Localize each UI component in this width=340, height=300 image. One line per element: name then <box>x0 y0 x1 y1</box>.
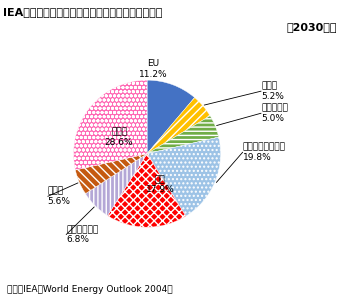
Text: EU
11.2%: EU 11.2% <box>139 59 167 79</box>
Text: 資料：IEA「World Energy Outlook 2004」: 資料：IEA「World Energy Outlook 2004」 <box>7 285 172 294</box>
Text: IEAによる将来の地域別二酸化炭素排出量割合予測: IEAによる将来の地域別二酸化炭素排出量割合予測 <box>3 8 163 17</box>
Wedge shape <box>147 80 194 154</box>
Text: インド
5.6%: インド 5.6% <box>48 187 71 206</box>
Text: 東南アジア等
6.8%: 東南アジア等 6.8% <box>66 225 98 244</box>
Text: （2030年）: （2030年） <box>286 22 337 32</box>
Wedge shape <box>73 80 147 170</box>
Wedge shape <box>147 116 219 154</box>
Wedge shape <box>147 98 210 154</box>
Text: 中国
17.9%: 中国 17.9% <box>146 175 175 194</box>
Wedge shape <box>85 154 147 216</box>
Text: アメリカ・カナダ
19.8%: アメリカ・カナダ 19.8% <box>243 142 286 162</box>
Text: ロシア
5.2%: ロシア 5.2% <box>261 82 284 101</box>
Wedge shape <box>147 137 221 216</box>
Text: 日本・韓国
5.0%: 日本・韓国 5.0% <box>261 103 288 123</box>
Wedge shape <box>107 154 186 227</box>
Text: その他
28.6%: その他 28.6% <box>105 128 133 147</box>
Wedge shape <box>75 154 147 194</box>
